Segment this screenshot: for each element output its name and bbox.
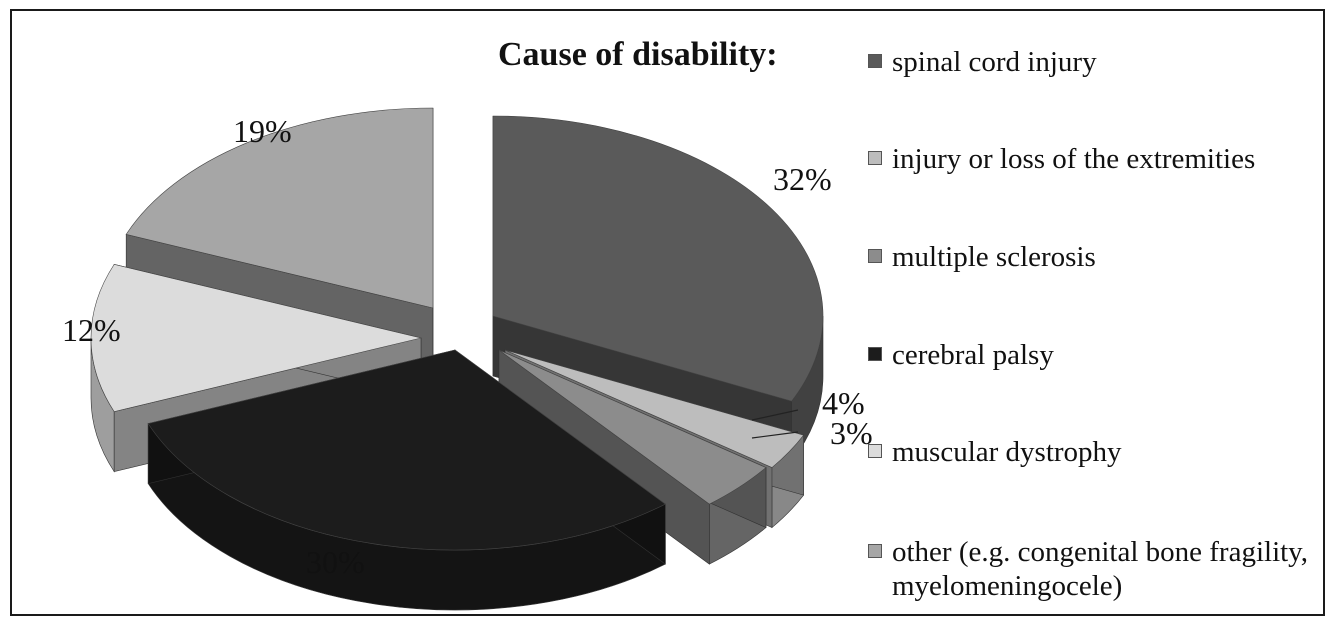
- legend-label-6: other (e.g. congenital bone fragility, m…: [892, 536, 1309, 602]
- chart-title: Cause of disability:: [498, 36, 778, 73]
- legend-swatch-1: [868, 54, 882, 68]
- data-label-5: 12%: [62, 312, 121, 348]
- legend-swatch-4: [868, 347, 882, 361]
- legend-swatch-5: [868, 444, 882, 458]
- legend-label-1: spinal cord injury: [892, 46, 1097, 78]
- pie-slice-4: [147, 349, 666, 611]
- data-label-2: 3%: [830, 415, 873, 451]
- legend-label-3: multiple sclerosis: [892, 241, 1096, 273]
- legend-swatch-3: [868, 249, 882, 263]
- legend-swatch-2: [868, 151, 882, 165]
- leader-line-2: [751, 431, 799, 439]
- legend-label-4: cerebral palsy: [892, 339, 1054, 371]
- data-label-3: 4%: [822, 385, 865, 421]
- data-label-4: 30%: [306, 544, 365, 580]
- legend-label-5: muscular dystrophy: [892, 436, 1122, 468]
- data-label-1: 32%: [773, 161, 832, 197]
- legend-label-2: injury or loss of the extremities: [892, 143, 1256, 175]
- data-label-6: 19%: [233, 113, 292, 149]
- leader-line-3: [751, 409, 799, 421]
- legend-swatch-6: [868, 544, 882, 558]
